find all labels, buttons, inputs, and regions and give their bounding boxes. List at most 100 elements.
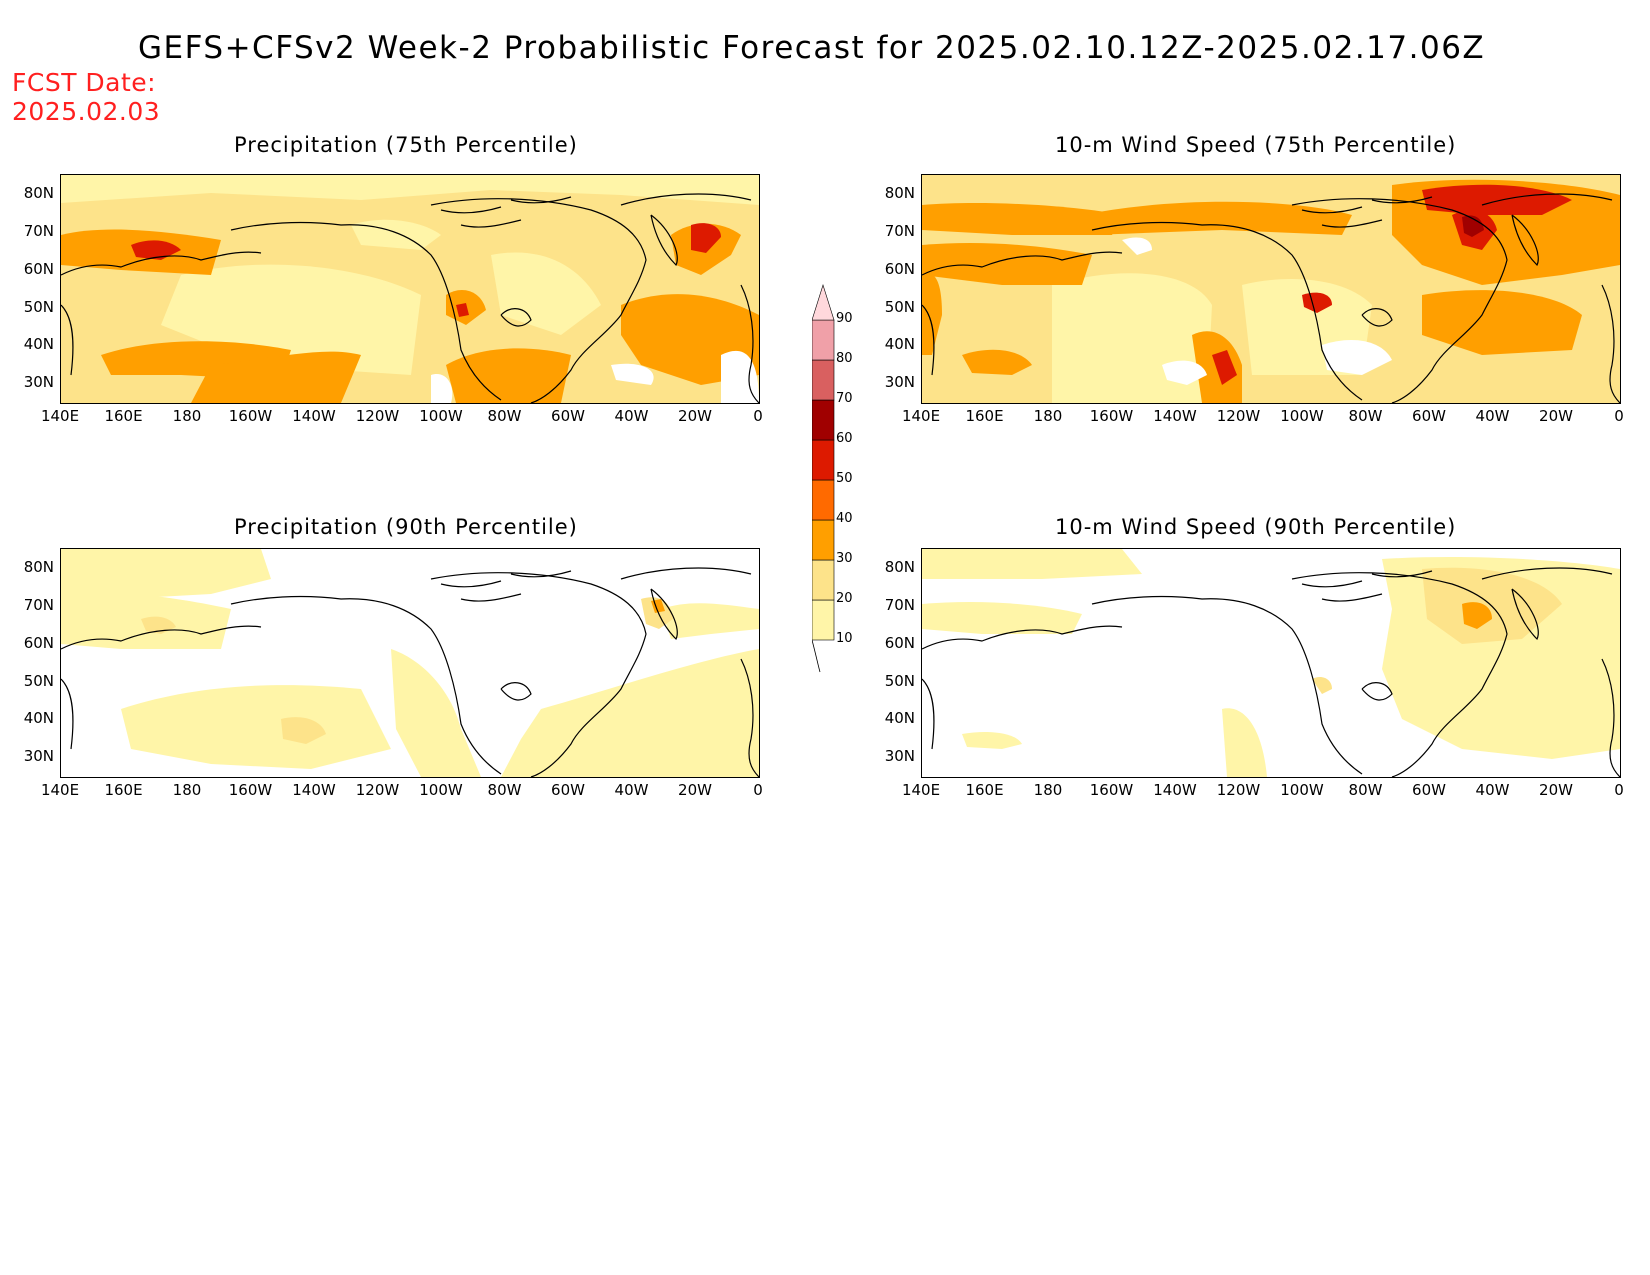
lat-label-wind-75: 60N bbox=[884, 260, 915, 278]
lon-label-wind-75: 140E bbox=[901, 407, 941, 425]
lon-label-wind-90: 120W bbox=[1216, 781, 1261, 799]
lon-label-precip-75: 20W bbox=[678, 407, 712, 425]
lon-label-wind-90: 40W bbox=[1475, 781, 1510, 799]
lon-label-wind-90: 80W bbox=[1348, 781, 1383, 799]
lon-label-precip-75: 100W bbox=[419, 407, 463, 425]
lon-label-precip-75: 80W bbox=[487, 407, 522, 425]
colorbar-label: 30 bbox=[836, 551, 853, 566]
lon-label-wind-75: 100W bbox=[1280, 407, 1324, 425]
colorbar-swatch bbox=[812, 399, 835, 441]
lon-label-precip-90: 20W bbox=[678, 781, 712, 799]
lon-label-wind-90: 100W bbox=[1280, 781, 1324, 799]
lon-label-wind-90: 60W bbox=[1412, 781, 1446, 799]
colorbar-label: 50 bbox=[836, 471, 853, 486]
lon-label-precip-90: 40W bbox=[614, 781, 649, 799]
lon-label-wind-75: 120W bbox=[1216, 407, 1261, 425]
lon-label-precip-75: 180 bbox=[172, 407, 202, 425]
lat-label-wind-75: 40N bbox=[884, 335, 915, 353]
map-wind-90 bbox=[921, 548, 1621, 778]
lon-label-precip-75: 60W bbox=[551, 407, 585, 425]
panel-title-wind-90: 10-m Wind Speed (90th Percentile) bbox=[1055, 515, 1457, 539]
colorbar-swatch bbox=[812, 319, 835, 361]
colorbar-label: 20 bbox=[836, 591, 853, 606]
lon-label-precip-90: 80W bbox=[487, 781, 522, 799]
lon-label-wind-90: 180 bbox=[1033, 781, 1063, 799]
lat-label-wind-90: 80N bbox=[884, 558, 915, 576]
lat-label-wind-90: 40N bbox=[884, 709, 915, 727]
lon-label-wind-90: 20W bbox=[1539, 781, 1573, 799]
lon-label-precip-90: 0 bbox=[753, 781, 763, 799]
lon-label-wind-75: 20W bbox=[1539, 407, 1573, 425]
lat-label-wind-90: 30N bbox=[884, 747, 915, 765]
colorbar-swatch bbox=[812, 519, 835, 561]
lat-label-precip-75: 50N bbox=[23, 298, 54, 316]
lat-label-wind-90: 70N bbox=[884, 596, 915, 614]
lon-label-precip-75: 0 bbox=[753, 407, 763, 425]
lon-label-precip-75: 120W bbox=[355, 407, 400, 425]
lon-label-precip-90: 160E bbox=[104, 781, 143, 799]
lon-label-precip-90: 120W bbox=[355, 781, 400, 799]
colorbar-swatch bbox=[812, 479, 835, 521]
lon-label-wind-75: 80W bbox=[1348, 407, 1383, 425]
colorbar-tail bbox=[812, 639, 821, 673]
lat-label-wind-90: 60N bbox=[884, 634, 915, 652]
colorbar-label: 60 bbox=[836, 431, 853, 446]
lon-label-precip-75: 140E bbox=[40, 407, 80, 425]
forecast-date: FCST Date: 2025.02.03 bbox=[12, 68, 160, 126]
lon-label-wind-90: 160W bbox=[1089, 781, 1134, 799]
lat-label-precip-90: 70N bbox=[23, 596, 54, 614]
lat-label-precip-75: 30N bbox=[23, 373, 54, 391]
lon-label-wind-90: 0 bbox=[1614, 781, 1624, 799]
colorbar-label: 80 bbox=[836, 351, 853, 366]
lon-label-wind-75: 180 bbox=[1033, 407, 1063, 425]
lat-label-wind-75: 30N bbox=[884, 373, 915, 391]
lon-label-precip-90: 160W bbox=[228, 781, 273, 799]
lon-label-wind-75: 160W bbox=[1089, 407, 1134, 425]
lat-label-precip-75: 80N bbox=[23, 184, 54, 202]
colorbar-swatch bbox=[812, 439, 835, 481]
lat-label-precip-75: 70N bbox=[23, 222, 54, 240]
colorbar-label: 70 bbox=[836, 391, 853, 406]
colorbar-label: 40 bbox=[836, 511, 853, 526]
lon-label-precip-90: 140W bbox=[292, 781, 336, 799]
panel-title-wind-75: 10-m Wind Speed (75th Percentile) bbox=[1055, 133, 1457, 157]
colorbar bbox=[812, 283, 835, 673]
colorbar-label: 90 bbox=[836, 311, 853, 326]
main-title: GEFS+CFSv2 Week-2 Probabilistic Forecast… bbox=[138, 30, 1486, 66]
lon-label-wind-75: 60W bbox=[1412, 407, 1446, 425]
forecast-date-value: 2025.02.03 bbox=[12, 97, 161, 126]
lon-label-wind-90: 140E bbox=[901, 781, 941, 799]
lon-label-wind-90: 160E bbox=[965, 781, 1004, 799]
lon-label-wind-90: 140W bbox=[1153, 781, 1197, 799]
colorbar-swatch bbox=[812, 283, 835, 321]
lon-label-precip-90: 180 bbox=[172, 781, 202, 799]
panel-title-precip-90: Precipitation (90th Percentile) bbox=[234, 515, 578, 539]
colorbar-swatch bbox=[812, 559, 835, 601]
lat-label-wind-75: 70N bbox=[884, 222, 915, 240]
lat-label-precip-90: 60N bbox=[23, 634, 54, 652]
lon-label-precip-90: 140E bbox=[40, 781, 80, 799]
lat-label-precip-90: 40N bbox=[23, 709, 54, 727]
lon-label-wind-75: 160E bbox=[965, 407, 1004, 425]
lon-label-precip-90: 60W bbox=[551, 781, 585, 799]
lat-label-precip-75: 60N bbox=[23, 260, 54, 278]
lon-label-precip-75: 140W bbox=[292, 407, 336, 425]
colorbar-label: 10 bbox=[836, 631, 853, 646]
lon-label-precip-75: 160E bbox=[104, 407, 143, 425]
colorbar-swatch bbox=[812, 599, 835, 641]
lat-label-wind-90: 50N bbox=[884, 672, 915, 690]
forecast-date-label: FCST Date: bbox=[12, 68, 157, 97]
lat-label-precip-90: 30N bbox=[23, 747, 54, 765]
lon-label-wind-75: 0 bbox=[1614, 407, 1624, 425]
lat-label-precip-90: 50N bbox=[23, 672, 54, 690]
lat-label-precip-90: 80N bbox=[23, 558, 54, 576]
lon-label-precip-75: 40W bbox=[614, 407, 649, 425]
map-wind-75 bbox=[921, 174, 1621, 404]
map-precip-75 bbox=[60, 174, 760, 404]
map-precip-90 bbox=[60, 548, 760, 778]
colorbar-swatch bbox=[812, 359, 835, 401]
lon-label-precip-90: 100W bbox=[419, 781, 463, 799]
lon-label-wind-75: 140W bbox=[1153, 407, 1197, 425]
panel-title-precip-75: Precipitation (75th Percentile) bbox=[234, 133, 578, 157]
lat-label-precip-75: 40N bbox=[23, 335, 54, 353]
